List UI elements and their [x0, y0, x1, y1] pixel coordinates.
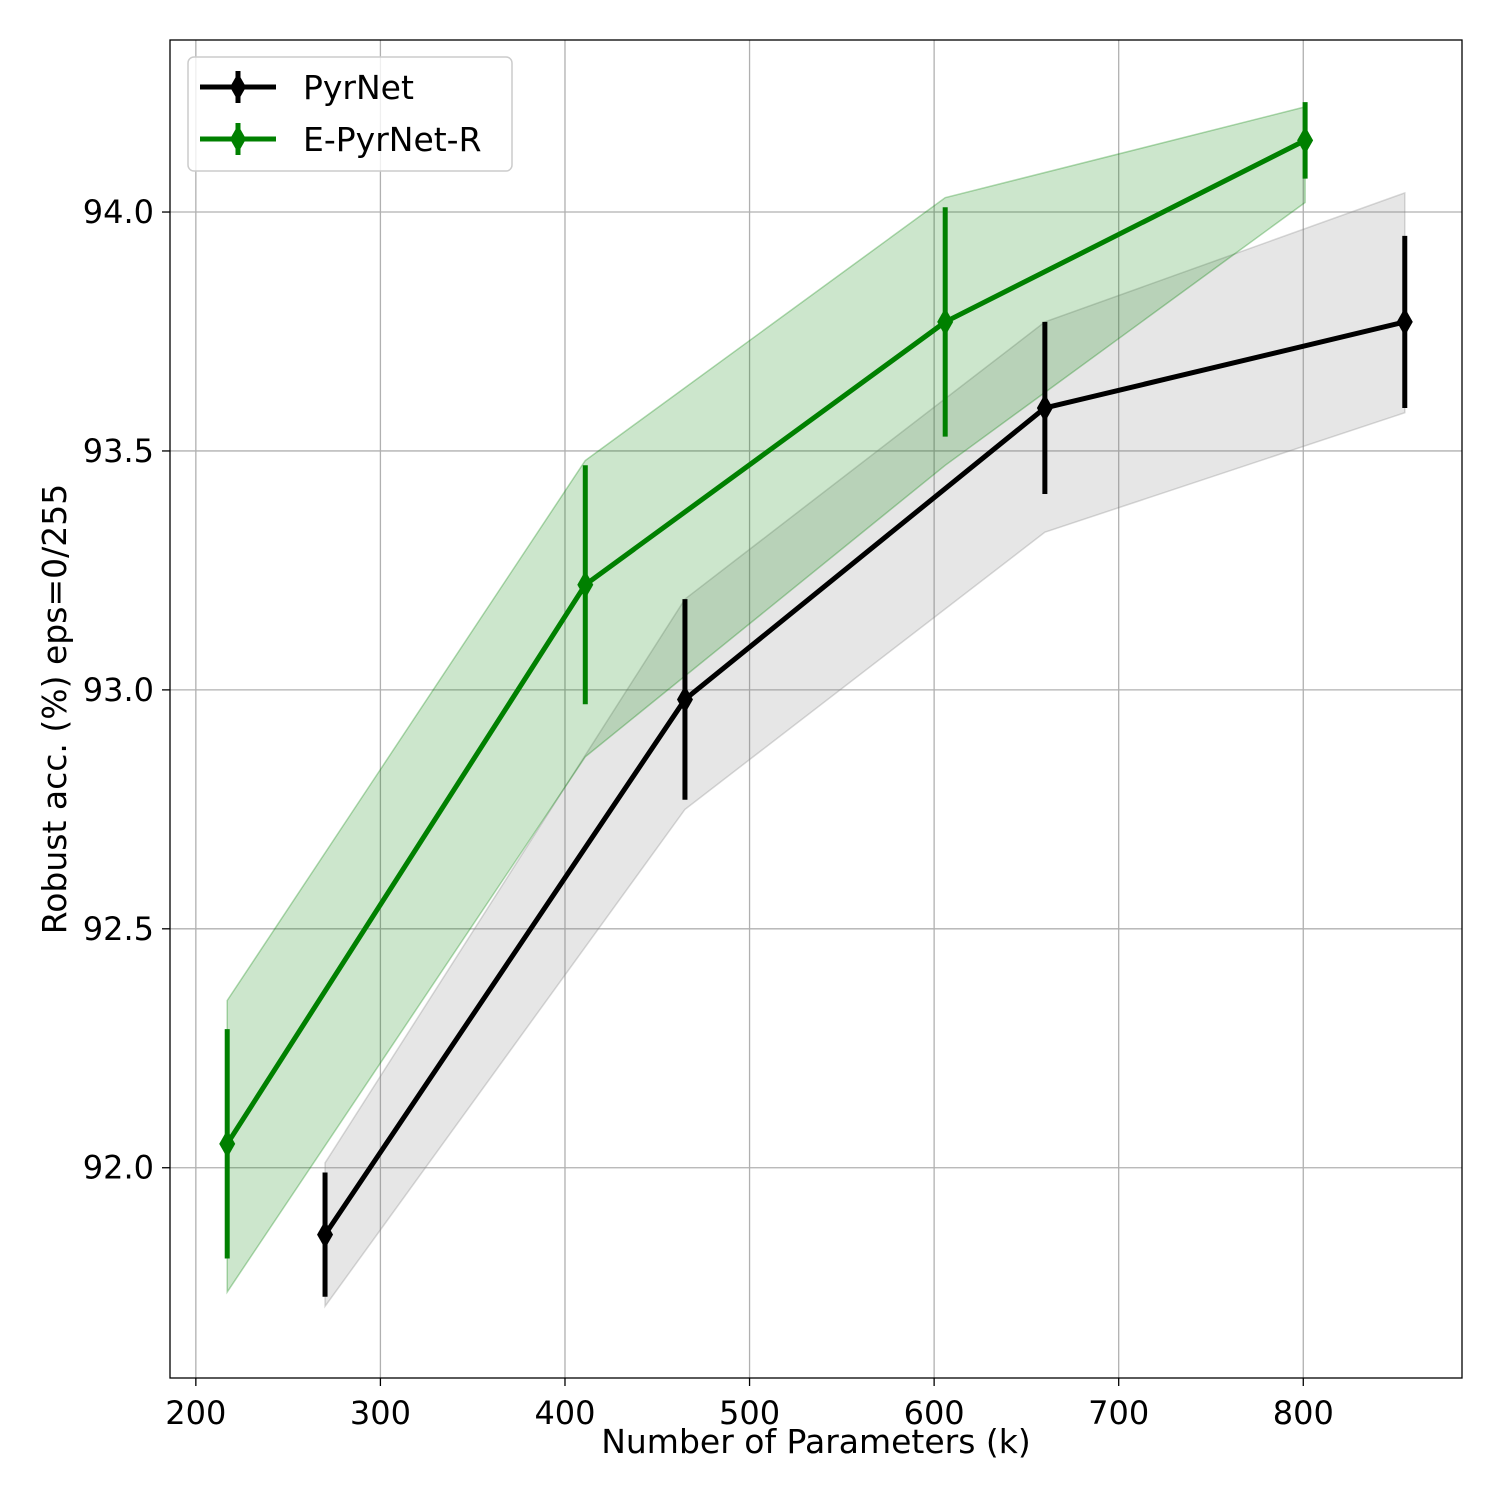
x-tick-label: 800 — [1273, 1394, 1334, 1432]
marker-e-pyrnet-r — [1297, 126, 1314, 155]
grid — [170, 40, 1462, 1378]
legend-handle-marker-pyrnet — [230, 73, 246, 101]
marker-pyrnet — [317, 1220, 334, 1249]
y-axis-title: Robust acc. (%) eps=0/255 — [35, 484, 74, 934]
y-tick-label: 93.5 — [83, 432, 154, 470]
x-axis-title: Number of Parameters (k) — [601, 1422, 1031, 1461]
y-tick-label: 93.0 — [83, 671, 154, 709]
line-pyrnet — [322, 319, 1406, 1237]
x-tick-label: 400 — [534, 1394, 595, 1432]
y-tick-label: 94.0 — [83, 193, 154, 231]
legend-label-e-pyrnet-r: E-PyrNet-R — [303, 120, 482, 159]
marker-pyrnet — [1396, 307, 1413, 336]
y-tick-label: 92.5 — [83, 910, 154, 948]
axis-ticks: 200 300 400 500 600 700 800 92.0 92.5 93.0 93.5 94.… — [83, 193, 1334, 1432]
band-pyrnet — [324, 191, 1406, 1309]
confidence-bands — [226, 105, 1406, 1309]
series-lines — [225, 138, 1406, 1237]
marker-pyrnet — [1036, 393, 1053, 422]
x-tick-label: 200 — [165, 1394, 226, 1432]
plot-area-frame — [169, 39, 1463, 1379]
band-e-pyrnet-r — [226, 105, 1306, 1295]
marker-e-pyrnet-r — [577, 570, 594, 599]
marker-pyrnet — [676, 685, 693, 714]
x-tick-label: 500 — [719, 1394, 780, 1432]
x-tick-label: 300 — [350, 1394, 411, 1432]
legend-handle-marker-e-pyrnet-r — [230, 125, 246, 153]
markers — [219, 126, 1413, 1249]
y-tick-label: 92.0 — [83, 1149, 154, 1187]
x-tick-label: 700 — [1088, 1394, 1149, 1432]
legend: PyrNet E-PyrNet-R — [187, 56, 513, 172]
line-e-pyrnet-r — [225, 138, 1307, 1146]
x-tick-label: 600 — [904, 1394, 965, 1432]
marker-e-pyrnet-r — [219, 1129, 236, 1158]
legend-label-pyrnet: PyrNet — [303, 68, 414, 107]
marker-e-pyrnet-r — [937, 307, 954, 336]
